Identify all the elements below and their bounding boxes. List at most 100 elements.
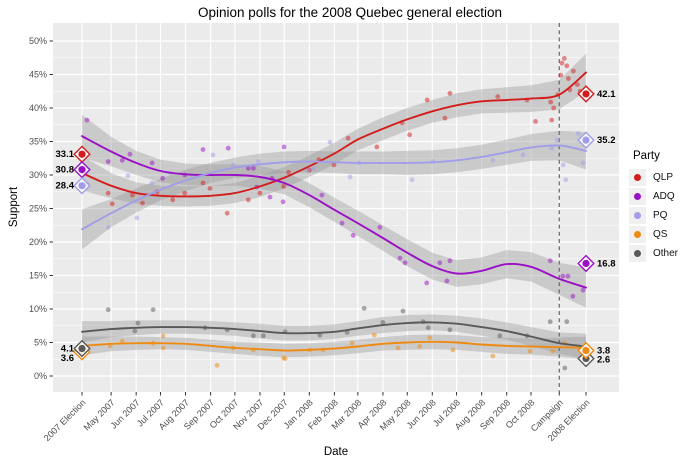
poll-point — [374, 144, 380, 150]
poll-point — [447, 258, 453, 264]
poll-point — [570, 293, 576, 299]
y-tick-label: 50% — [29, 36, 47, 46]
poll-point — [105, 307, 111, 313]
poll-point — [105, 190, 111, 196]
legend-item-label: ADQ — [653, 191, 675, 202]
poll-point — [214, 362, 220, 368]
poll-point — [562, 365, 568, 371]
legend-dot-icon — [633, 211, 642, 220]
legend-key — [629, 245, 646, 262]
election-dot — [582, 136, 590, 144]
result-label-QS-right: 3.8 — [597, 346, 610, 357]
poll-point — [395, 345, 401, 351]
election-dot — [78, 182, 86, 190]
poll-point — [490, 157, 496, 163]
poll-point — [565, 273, 571, 279]
poll-point — [547, 319, 553, 325]
poll-point — [380, 320, 386, 325]
poll-point — [427, 335, 433, 341]
result-label-Other-left: 4.1 — [61, 344, 75, 355]
legend-dot-icon — [633, 230, 642, 239]
legend: Party QLP ADQ PQ QS Other — [629, 150, 678, 263]
poll-point — [490, 353, 496, 359]
y-tick-label: 0% — [34, 371, 47, 381]
poll-point — [560, 162, 566, 168]
confidence-ribbon-QLP — [82, 53, 586, 207]
poll-point — [576, 131, 581, 136]
poll-point — [397, 255, 403, 261]
poll-point — [251, 333, 256, 339]
result-label-PQ-left: 28.4 — [56, 181, 75, 192]
y-tick-label: 15% — [29, 271, 47, 281]
poll-point — [207, 186, 213, 191]
poll-point — [407, 132, 412, 138]
poll-point — [575, 82, 580, 87]
poll-point — [580, 160, 586, 166]
poll-point — [437, 260, 443, 266]
legend-items: QLP ADQ PQ QS Other — [629, 168, 678, 263]
poll-point — [224, 210, 230, 216]
election-marker-QLP — [577, 85, 595, 103]
confidence-ribbon-ADQ — [82, 114, 586, 308]
poll-point — [549, 145, 555, 151]
poll-point — [267, 194, 273, 200]
poll-point — [361, 305, 367, 311]
y-tick-label: 10% — [29, 304, 47, 314]
poll-point — [527, 348, 533, 354]
trend-line-ADQ — [81, 135, 587, 289]
result-label-ADQ-left: 30.8 — [56, 165, 75, 176]
poll-point — [281, 144, 287, 150]
poll-point — [210, 152, 216, 158]
result-label-PQ-right: 35.2 — [597, 135, 616, 146]
trend-line-Other — [81, 321, 587, 348]
poll-point — [444, 278, 450, 284]
poll-point — [105, 159, 111, 165]
poll-point — [135, 320, 141, 326]
x-axis-title: Date — [323, 446, 349, 458]
election-marker-QS — [577, 341, 595, 360]
legend-dot-icon — [633, 249, 642, 258]
poll-point — [331, 162, 337, 168]
election-dot — [78, 344, 86, 353]
poll-point — [256, 159, 261, 165]
poll-point — [554, 137, 560, 143]
poll-point — [230, 162, 236, 168]
poll-point — [347, 174, 353, 180]
panel-background — [53, 23, 619, 392]
gridlines — [53, 23, 619, 392]
poll-point — [109, 201, 115, 207]
poll-point — [371, 332, 377, 338]
legend-item-QS: QS — [629, 225, 678, 244]
poll-point — [571, 68, 576, 74]
poll-point — [550, 348, 556, 354]
poll-point — [245, 165, 251, 171]
trend-line-PQ — [81, 144, 587, 231]
election-marker-Other — [73, 339, 91, 358]
poll-point — [377, 224, 383, 230]
poll-point — [424, 97, 430, 103]
poll-point — [563, 177, 569, 183]
legend-key — [629, 188, 646, 205]
poll-point — [450, 347, 456, 353]
poll-point — [130, 192, 135, 198]
y-tick-label: 35% — [29, 137, 47, 147]
election-dot — [582, 90, 590, 98]
poll-point — [409, 177, 415, 183]
poll-point — [497, 333, 503, 339]
confidence-ribbon-Other — [82, 314, 586, 360]
poll-point — [561, 56, 567, 61]
poll-point — [580, 287, 586, 293]
poll-point — [327, 139, 333, 145]
poll-point — [286, 169, 291, 175]
poll-point — [105, 224, 111, 230]
poll-point — [245, 197, 251, 203]
poll-point — [559, 60, 565, 66]
poll-point — [345, 135, 351, 141]
poll-point — [160, 333, 166, 339]
poll-point — [160, 175, 166, 181]
election-marker-ADQ — [577, 254, 595, 273]
x-tick-label: 2007 Election — [42, 397, 88, 443]
poll-point — [566, 76, 571, 81]
legend-dot-icon — [633, 192, 642, 201]
